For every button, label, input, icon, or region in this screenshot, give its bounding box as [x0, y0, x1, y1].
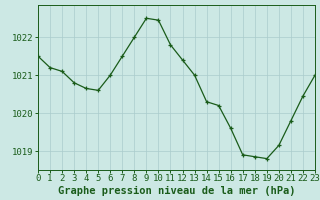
X-axis label: Graphe pression niveau de la mer (hPa): Graphe pression niveau de la mer (hPa)	[58, 186, 295, 196]
